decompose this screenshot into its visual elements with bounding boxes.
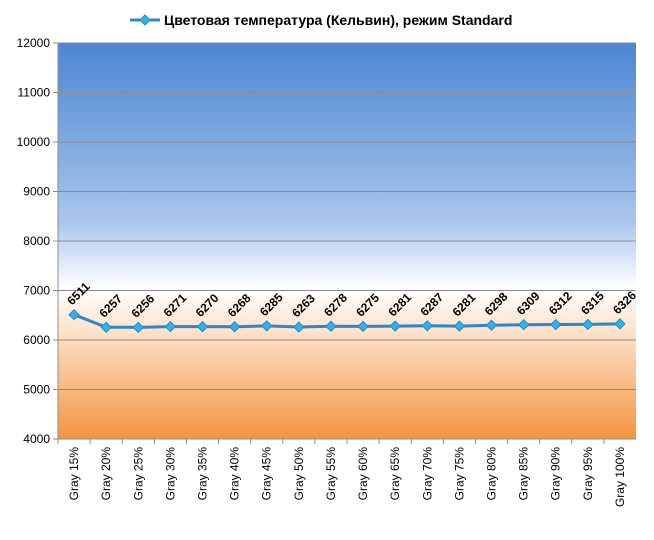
x-tick-label: Gray 90% [549,447,563,501]
y-tick-label: 5000 [23,383,50,397]
y-tick-label: 10000 [17,135,51,149]
point-marker [582,318,594,331]
x-tick-label: Gray 60% [356,447,370,501]
point-marker [293,321,305,333]
point-marker [453,320,466,332]
x-tick-label: Gray 55% [324,447,338,501]
legend-label: Цветовая температура (Кельвин), режим St… [164,12,512,28]
point-marker [164,320,177,333]
x-tick-label: Gray 70% [420,447,434,501]
y-tick-label: 4000 [23,432,50,446]
point-marker [517,318,530,331]
legend-marker [139,14,151,26]
y-tick-label: 7000 [23,284,50,298]
x-tick-label: Gray 20% [99,447,113,501]
point-marker [325,320,337,332]
x-tick-label: Gray 100% [613,447,627,507]
point-marker [228,321,241,333]
y-tick-label: 9000 [23,185,50,199]
y-tick-label: 12000 [17,36,51,50]
x-tick-label: Gray 50% [292,447,306,501]
point-marker [550,318,562,331]
x-tick-label: Gray 25% [131,447,145,501]
x-tick-label: Gray 35% [196,447,210,501]
point-marker [132,321,144,334]
x-tick-label: Gray 95% [581,447,595,501]
x-tick-label: Gray 45% [260,447,274,501]
y-tick-label: 6000 [23,333,50,347]
point-marker [614,318,626,330]
point-marker [261,320,273,332]
point-marker [196,320,209,333]
y-tick-label: 8000 [23,234,50,248]
point-marker [485,319,498,331]
point-marker [389,320,401,332]
x-tick-label: Gray 85% [517,447,531,501]
x-tick-label: Gray 30% [163,447,177,501]
x-tick-label: Gray 75% [452,447,466,501]
x-tick-label: Gray 40% [228,447,242,501]
point-marker [100,321,112,333]
x-tick-label: Gray 15% [67,447,81,501]
x-tick-label: Gray 65% [388,447,402,501]
y-tick-label: 11000 [18,86,51,100]
x-tick-label: Gray 80% [485,447,499,501]
point-marker [68,308,80,321]
point-marker [421,320,433,332]
point-marker [357,320,369,333]
